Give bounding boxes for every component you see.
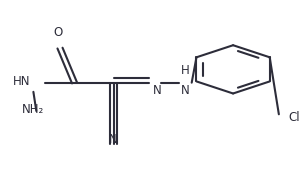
Text: NH₂: NH₂ (22, 103, 44, 116)
Text: HN: HN (13, 75, 30, 88)
Text: H: H (181, 64, 190, 77)
Text: O: O (54, 26, 63, 39)
Text: N: N (181, 84, 190, 97)
Text: N: N (153, 84, 162, 97)
Text: N: N (109, 133, 118, 146)
Text: Cl: Cl (288, 111, 300, 124)
